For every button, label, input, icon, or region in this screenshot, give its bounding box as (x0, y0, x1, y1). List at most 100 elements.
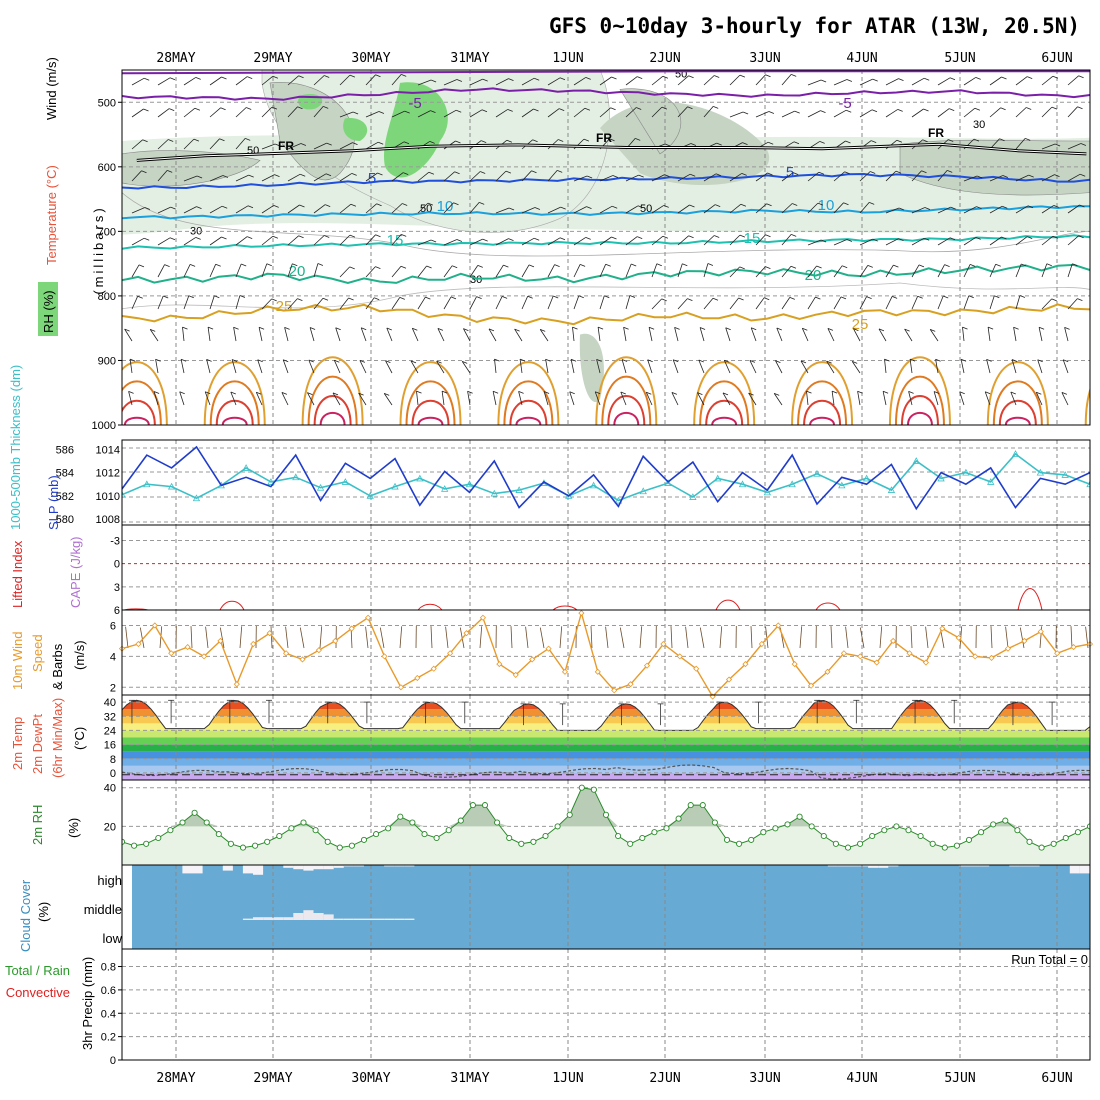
wind-barb (645, 392, 653, 406)
wind-barb-feather (943, 295, 949, 299)
wind-barb (959, 391, 965, 406)
wind-barb (573, 264, 581, 278)
wind10m-barb (1019, 627, 1025, 649)
wind-barb (257, 359, 263, 374)
wind-barb (518, 391, 523, 406)
wind-barb-feather (664, 143, 671, 147)
wind-barb (963, 77, 976, 86)
cloud-high-bar (1029, 865, 1040, 867)
wind10m-barb (699, 627, 705, 649)
wind-barb (157, 237, 171, 246)
wind-barb-feather (359, 360, 366, 363)
stability-panel: -3 0 3 6 Lifted Index CAPE (J/kg) (10, 524, 1091, 617)
wind-barb-feather (378, 111, 385, 114)
wind-barb-feather (908, 391, 914, 394)
rh2m-point (772, 825, 779, 832)
wind-barb (989, 205, 1003, 214)
wind-barb-feather (673, 359, 679, 363)
temperature-band (122, 709, 1090, 717)
stability-axis-ticks: -3 0 3 6 (110, 535, 120, 617)
wind-barb-feather (969, 264, 976, 267)
wind-barb (573, 175, 588, 182)
rh2m-point (723, 836, 731, 843)
wind-barb (677, 204, 690, 214)
wind10m-point (693, 665, 700, 672)
wind-barb-feather (325, 173, 332, 177)
wind-barb (521, 237, 535, 246)
wind-barb-feather (635, 138, 641, 141)
wind-barb-feather (924, 77, 930, 81)
rh2m-point (373, 831, 380, 838)
wind-barb (131, 296, 139, 310)
temperature-minmax-marks (121, 699, 1091, 780)
wind-barb-feather (352, 142, 358, 145)
wind10m-point (955, 634, 962, 641)
wind10m-barb (559, 626, 563, 649)
wind10m-barb (365, 626, 369, 649)
rh2m-point (929, 840, 936, 847)
rh2m-point (760, 829, 767, 836)
wind-barb (287, 298, 298, 310)
wind-barb (597, 327, 601, 342)
wind10m-label-line2: Speed (30, 634, 45, 672)
wind10m-barb (319, 626, 323, 649)
wind-barb (1015, 295, 1021, 310)
wind-barb (775, 360, 783, 374)
wind-barb-feather (976, 206, 982, 209)
temp-tick-label: 40 (104, 697, 116, 709)
wind-barb (755, 111, 770, 118)
temperature-curve (121, 699, 1091, 731)
wind-barb-feather (519, 358, 526, 362)
wind-barb-feather (375, 74, 381, 78)
wind-barb (287, 143, 302, 150)
wind-barb-feather (791, 234, 797, 237)
pressure-tick-label: 1000 (92, 420, 116, 432)
wind-barb (309, 327, 315, 342)
wind10m-barb (539, 627, 545, 649)
wind-barb-feather (401, 74, 407, 77)
wind-barb-feather (505, 170, 512, 174)
wind-barb (748, 392, 757, 406)
diurnal-isotherm (894, 375, 945, 425)
wind-barb (569, 391, 575, 406)
wind-barb (859, 238, 873, 246)
wind10m-tick-label: 4 (110, 651, 116, 663)
wind-barb (386, 327, 393, 342)
wind-barb (417, 265, 427, 278)
wind-barb-feather (215, 263, 221, 267)
wind-barb-feather (846, 239, 853, 242)
li-tick-label: 3 (114, 582, 120, 594)
slp-line (122, 445, 1090, 511)
diurnal-isotherm (1004, 416, 1031, 425)
wind-barb (729, 297, 739, 310)
wind-barb-feather (986, 359, 992, 362)
wind-barb-feather (436, 360, 442, 364)
precip-label-total: Total / Rain (5, 963, 70, 978)
wind-barb-feather (842, 265, 848, 269)
cloud-mid-bar (253, 917, 264, 920)
wind10m-point (200, 653, 208, 660)
wind-barb (391, 110, 405, 118)
thickness-line-marker (862, 474, 871, 482)
wind-barb-feather (663, 205, 669, 208)
diurnal-isotherm (122, 380, 162, 425)
wind-barb-feather (792, 203, 798, 206)
wind-barb-feather (332, 392, 339, 396)
diurnal-isotherm (711, 416, 738, 425)
chart-title: GFS 0~10day 3-hourly for ATAR (13W, 20.5… (549, 14, 1080, 38)
wind-barb-feather (871, 140, 877, 143)
wind-barb-feather (274, 174, 280, 177)
rh-high-area (383, 82, 448, 178)
wind-barb (773, 393, 783, 406)
wind-barb-feather (137, 295, 143, 299)
slp-tick-label: 1014 (96, 444, 120, 456)
top-date-axis: 28MAY 29MAY 30MAY 31MAY 1JUN 2JUN 3JUN 4JUN 5JUN… (156, 51, 1072, 66)
millibars-label: (millibars) (91, 205, 106, 294)
isotherm-line (122, 172, 1090, 190)
wind-barb (884, 359, 887, 374)
thickness-line-marker (143, 480, 151, 488)
cloud-high-bar (888, 865, 899, 867)
wind-barb (360, 327, 367, 342)
wind-barb (833, 109, 847, 118)
wind-barb-feather (1077, 298, 1083, 301)
